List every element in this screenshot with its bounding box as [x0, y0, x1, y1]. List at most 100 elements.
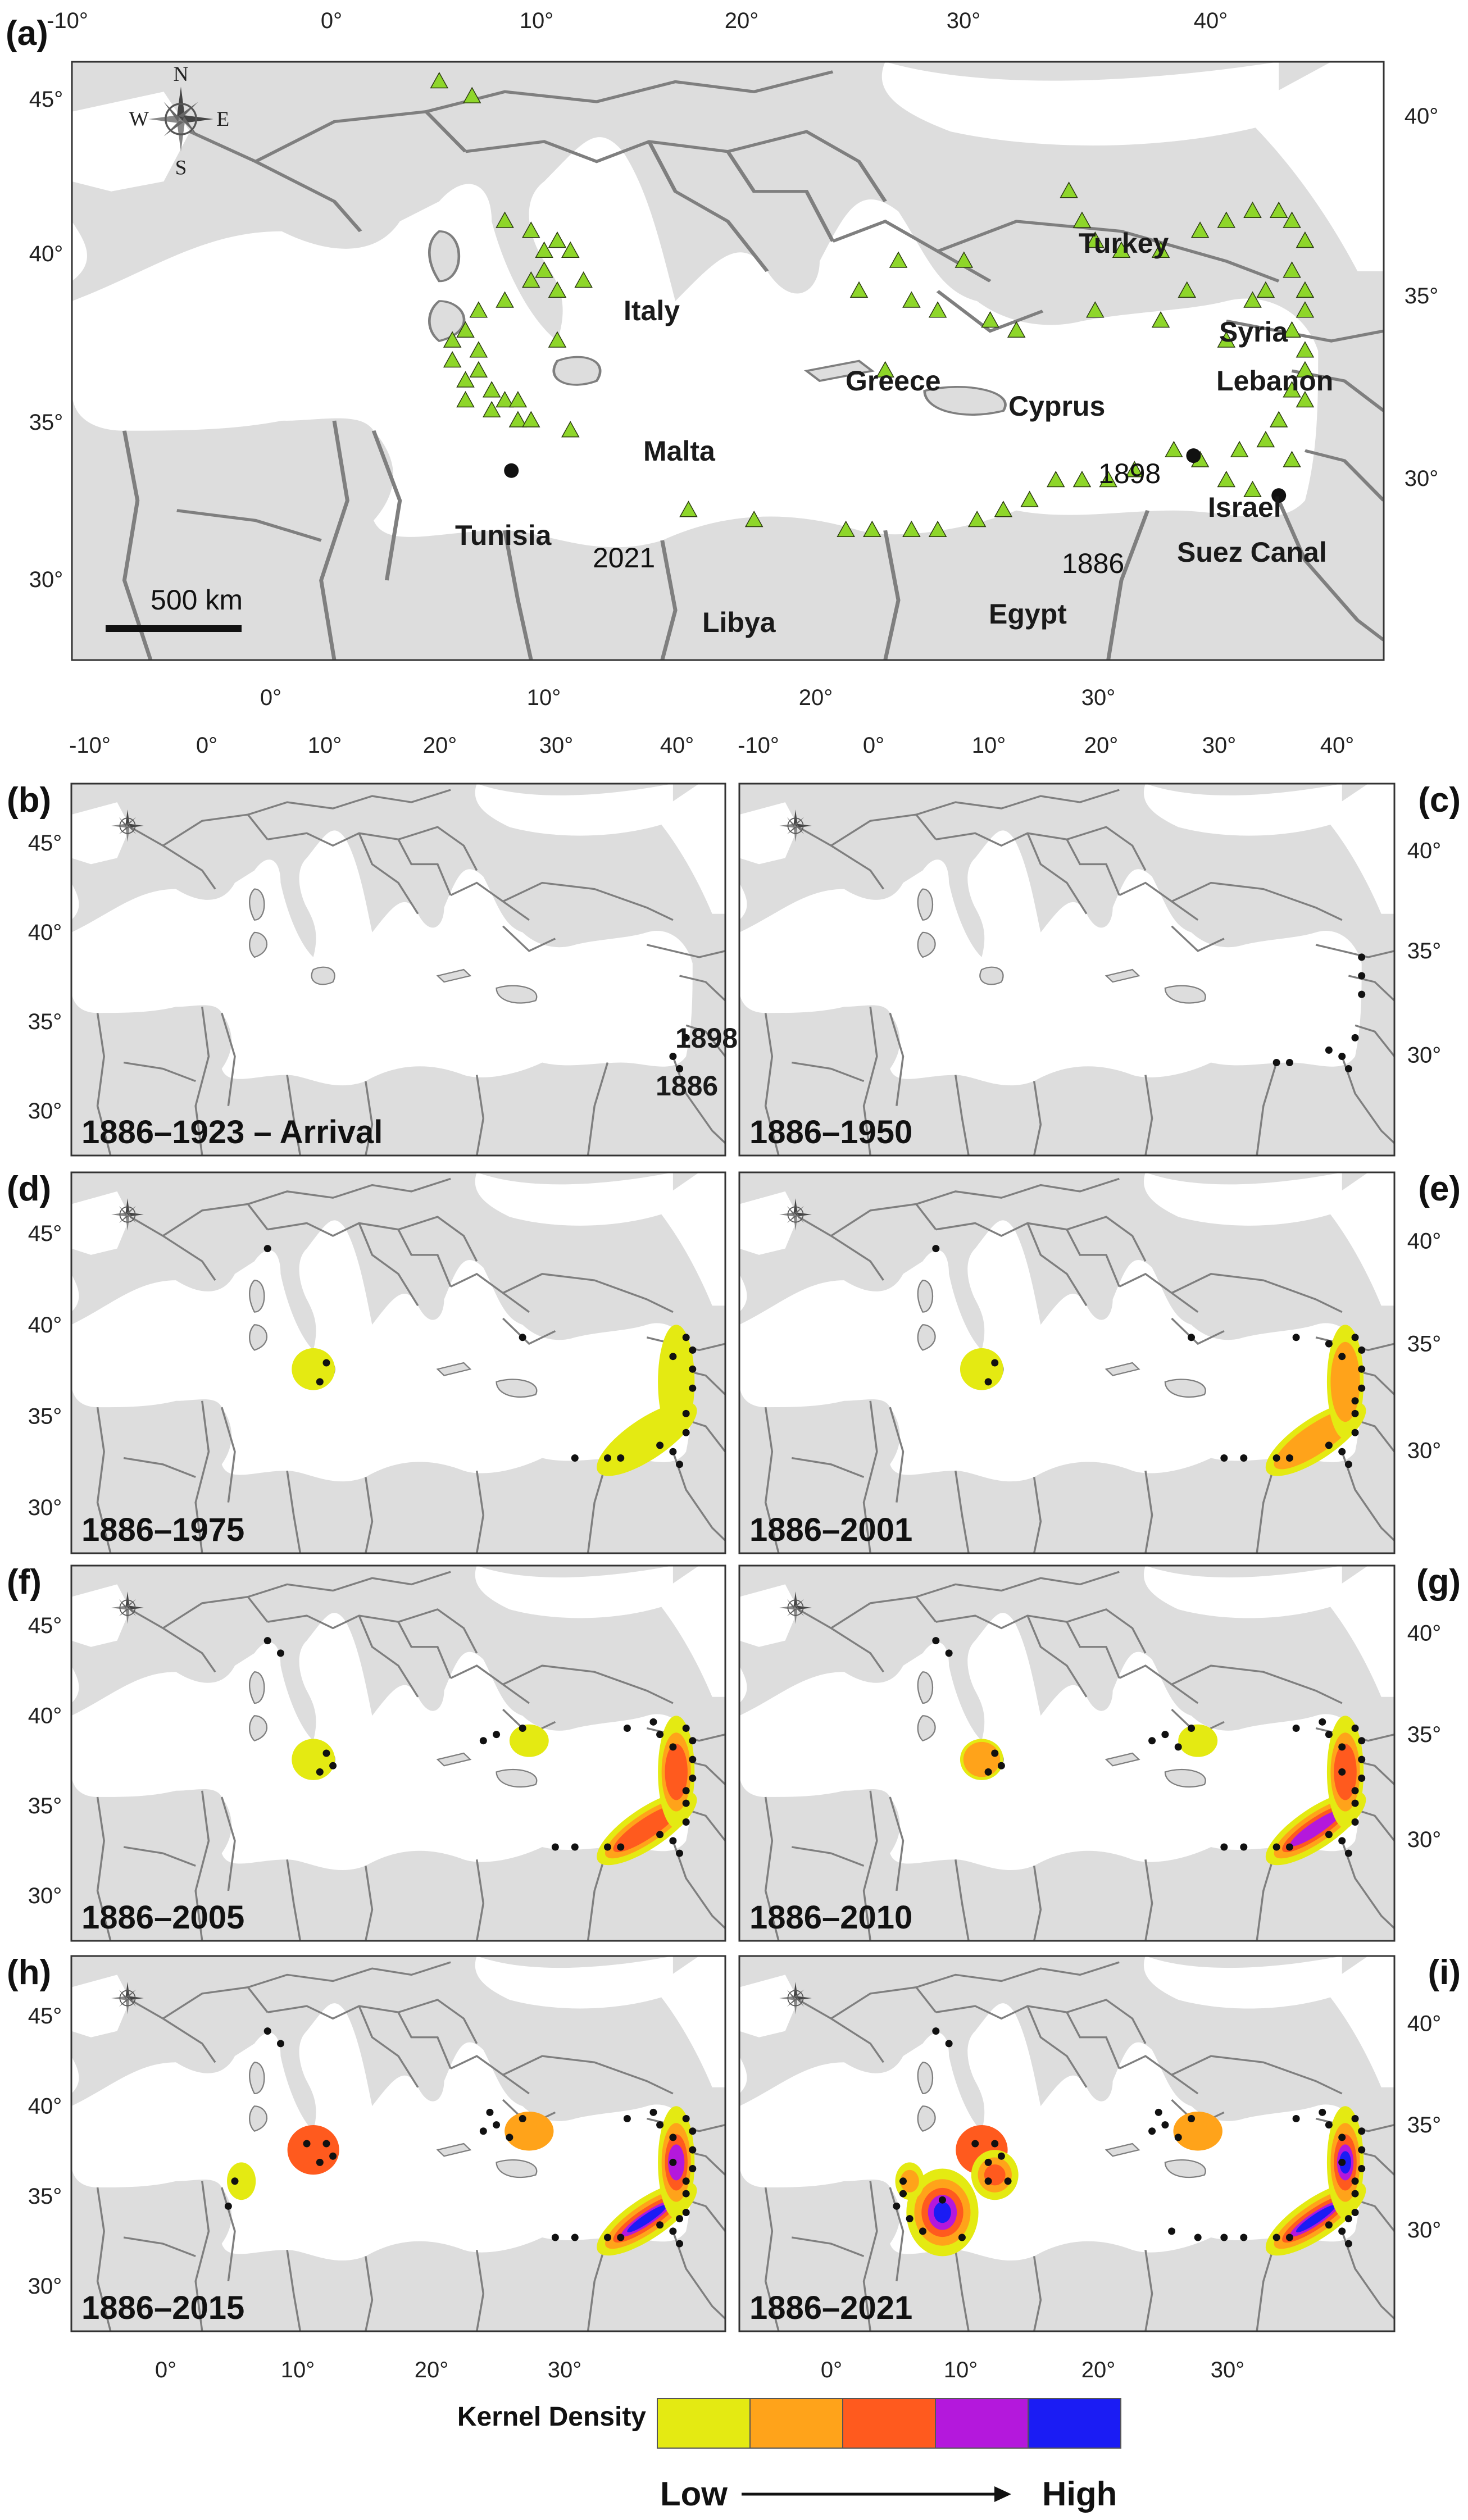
lon-tick-top: 10°	[308, 733, 342, 758]
record-point	[1188, 1334, 1196, 1341]
lat-tick-left: 45°	[28, 1613, 62, 1638]
lon-tick-top: 0°	[321, 8, 342, 33]
record-point	[1358, 972, 1366, 980]
record-triangle	[1283, 381, 1301, 398]
record-point	[932, 1245, 940, 1253]
panel-a-map	[72, 62, 1384, 660]
record-point	[945, 1649, 953, 1657]
map-frame	[70, 1564, 726, 1942]
period-label: 1886–1923 – Arrival	[81, 1114, 383, 1150]
record-point	[316, 1768, 324, 1776]
lat-tick-left: 35°	[28, 1794, 62, 1818]
record-point	[1292, 1334, 1300, 1341]
density-contour	[287, 2125, 339, 2175]
place-label-tunisia: Tunisia	[455, 520, 552, 551]
record-point	[669, 2134, 677, 2141]
record-triangle	[456, 321, 475, 338]
record-point	[971, 2140, 979, 2148]
record-triangle	[679, 501, 698, 517]
panel-e-map	[739, 1172, 1394, 1553]
record-point	[479, 1737, 487, 1745]
record-point	[932, 2027, 940, 2035]
record-triangle	[1283, 321, 1301, 338]
record-triangle	[1283, 451, 1301, 467]
record-point	[1220, 1454, 1228, 1462]
place-label-malta: Malta	[643, 435, 716, 467]
record-triangle	[837, 520, 855, 537]
record-triangle	[1072, 211, 1092, 228]
record-point	[322, 1749, 330, 1757]
record-point	[519, 1724, 526, 1732]
lat-tick-right: 35°	[1407, 1332, 1442, 1357]
record-point	[669, 2227, 677, 2235]
record-point	[1358, 2127, 1366, 2135]
record-point	[1285, 2234, 1293, 2241]
record-point	[1325, 1046, 1333, 1054]
record-point	[682, 1724, 690, 1732]
record-point	[689, 2127, 697, 2135]
record-point	[682, 1034, 690, 1041]
lat-tick-left: 45°	[28, 2004, 62, 2028]
record-point	[997, 2152, 1005, 2160]
lon-tick-top: 0°	[196, 733, 217, 758]
lon-tick-bottom: 30°	[1211, 2358, 1245, 2382]
year-label-1886: 1886	[1062, 548, 1124, 579]
record-point	[682, 2177, 690, 2185]
record-point	[1285, 1059, 1293, 1066]
record-point	[649, 1718, 657, 1726]
record-point	[1174, 1743, 1182, 1751]
record-point	[1155, 2108, 1162, 2116]
record-point	[1358, 1775, 1366, 1782]
density-contour	[900, 2169, 919, 2193]
record-point	[656, 1731, 664, 1739]
lat-tick-right: 40°	[1407, 2012, 1442, 2036]
record-point	[958, 2234, 966, 2241]
record-point	[276, 2040, 284, 2048]
record-triangle	[863, 520, 881, 537]
density-contour	[613, 1804, 681, 1853]
compass-s-label: S	[175, 157, 187, 180]
record-point	[1351, 2114, 1359, 2122]
record-point	[1148, 1737, 1156, 1745]
density-contour	[963, 1741, 1001, 1777]
record-triangle	[1296, 341, 1315, 358]
record-triangle	[561, 421, 580, 438]
record-point	[997, 1762, 1005, 1770]
record-triangle	[496, 211, 514, 228]
record-point	[1338, 2227, 1346, 2235]
record-point	[1220, 1843, 1228, 1851]
record-point	[1174, 2134, 1182, 2141]
lat-tick-left: 40°	[28, 1704, 62, 1728]
record-point	[617, 1843, 625, 1851]
record-point	[617, 2234, 625, 2241]
record-point	[1358, 990, 1366, 998]
lat-tick-right: 40°	[1405, 104, 1439, 129]
record-triangle	[548, 331, 567, 348]
record-triangle	[1230, 440, 1249, 457]
record-point	[1358, 1737, 1366, 1745]
record-point	[1188, 2114, 1196, 2122]
record-point	[571, 2234, 579, 2241]
record-point	[1325, 1340, 1333, 1348]
record-triangle	[469, 341, 488, 358]
density-contour	[1173, 2111, 1222, 2151]
period-label: 1886–2001	[749, 1512, 912, 1548]
density-contour	[960, 1348, 1003, 1390]
density-contour	[1290, 1810, 1342, 1846]
record-triangle	[1296, 231, 1315, 248]
record-point	[1240, 2234, 1248, 2241]
record-triangles	[430, 71, 1315, 537]
record-point	[689, 2165, 697, 2173]
record-point	[689, 1775, 697, 1782]
record-point	[1351, 1034, 1359, 1041]
record-point	[899, 2190, 907, 2198]
record-point	[1292, 2114, 1300, 2122]
record-triangle	[1243, 291, 1262, 308]
record-triangle	[1283, 211, 1301, 228]
lat-tick-left: 40°	[29, 242, 63, 266]
record-point	[571, 1454, 579, 1462]
record-triangle	[469, 361, 488, 377]
record-point	[1325, 1441, 1333, 1449]
lon-tick-top: -10°	[69, 733, 111, 758]
lon-tick-top: 0°	[863, 733, 884, 758]
